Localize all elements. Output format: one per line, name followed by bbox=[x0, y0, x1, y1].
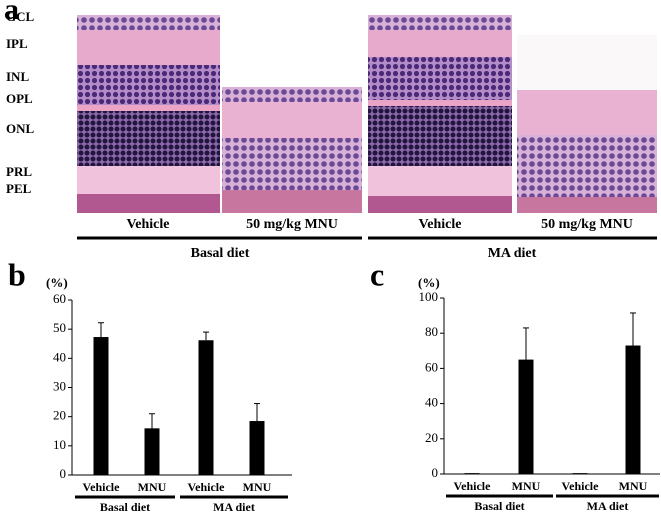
layer-label: ONL bbox=[6, 121, 35, 136]
layer-label: PRL bbox=[6, 164, 32, 179]
group-label: Basal diet bbox=[100, 500, 150, 514]
y-tick-label: 30 bbox=[53, 378, 66, 393]
y-tick-label: 40 bbox=[53, 349, 66, 364]
y-tick-label: 50 bbox=[53, 320, 66, 335]
y-axis-label: (%) bbox=[418, 275, 440, 290]
y-axis-label: (%) bbox=[46, 275, 68, 290]
bar bbox=[249, 421, 265, 475]
layer-label: GCL bbox=[6, 9, 35, 24]
y-tick-label: 40 bbox=[425, 395, 438, 410]
bar bbox=[144, 428, 160, 475]
x-tick-label: Vehicle bbox=[83, 480, 121, 494]
bar bbox=[625, 345, 641, 474]
y-tick-label: 60 bbox=[53, 291, 66, 306]
y-tick-label: 0 bbox=[60, 466, 67, 481]
x-tick-label: MNU bbox=[243, 480, 272, 494]
group-label: MA diet bbox=[213, 500, 255, 514]
panel-label: a bbox=[4, 0, 19, 26]
y-tick-label: 20 bbox=[425, 430, 438, 445]
bar bbox=[464, 473, 480, 474]
group-label: Basal diet bbox=[474, 499, 524, 513]
y-tick-label: 0 bbox=[432, 465, 439, 480]
group-label: MA diet bbox=[587, 499, 629, 513]
x-tick-label: Vehicle bbox=[188, 480, 226, 494]
image-label: Vehicle bbox=[418, 217, 461, 232]
layer-label: PEL bbox=[6, 181, 32, 196]
panel-label: c bbox=[370, 256, 384, 292]
image-2 bbox=[222, 87, 362, 213]
bar bbox=[198, 340, 214, 475]
image-label: 50 mg/kg MNU bbox=[246, 217, 338, 232]
x-tick-label: Vehicle bbox=[454, 479, 492, 493]
layer-label: IPL bbox=[6, 36, 28, 51]
y-tick-label: 100 bbox=[419, 289, 439, 304]
y-tick-label: 20 bbox=[53, 408, 66, 423]
layer-label: INL bbox=[6, 69, 29, 84]
y-tick-label: 80 bbox=[425, 324, 438, 339]
image-1 bbox=[77, 15, 220, 213]
x-tick-label: MNU bbox=[512, 479, 541, 493]
group-label: Basal diet bbox=[191, 246, 250, 261]
group-label: MA diet bbox=[488, 246, 537, 261]
y-tick-label: 60 bbox=[425, 359, 438, 374]
layer-label: OPL bbox=[6, 91, 33, 106]
image-3 bbox=[368, 15, 512, 213]
image-4 bbox=[517, 35, 657, 213]
bar bbox=[518, 359, 534, 474]
bar bbox=[572, 473, 588, 474]
bar bbox=[93, 337, 109, 475]
image-label: Vehicle bbox=[126, 217, 169, 232]
y-tick-label: 10 bbox=[53, 437, 66, 452]
image-label: 50 mg/kg MNU bbox=[541, 217, 633, 232]
x-tick-label: MNU bbox=[138, 480, 167, 494]
x-tick-label: Vehicle bbox=[562, 479, 600, 493]
x-tick-label: MNU bbox=[619, 479, 648, 493]
panel-label: b bbox=[8, 256, 26, 292]
histology bbox=[77, 15, 657, 240]
